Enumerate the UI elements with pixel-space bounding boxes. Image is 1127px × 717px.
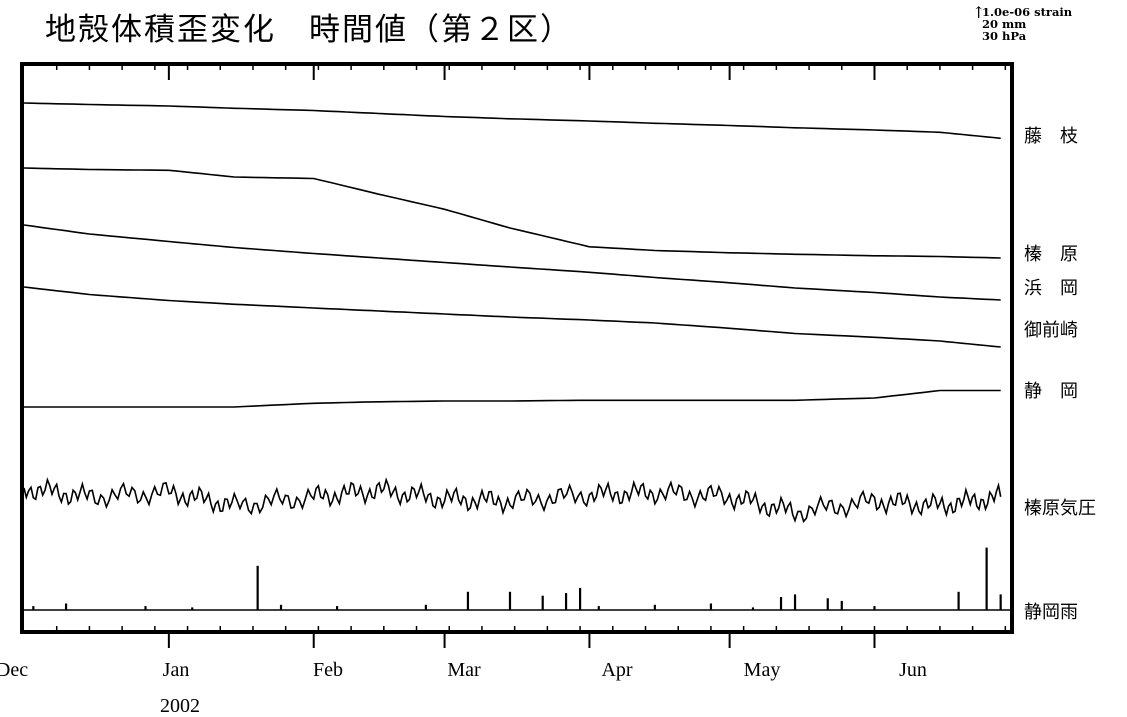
scale-strain: 1.0e-06 strain <box>982 5 1073 19</box>
x-tick-label: Jun <box>899 659 927 681</box>
plot-frame <box>20 62 1014 634</box>
series-line <box>24 389 1001 408</box>
scale-pressure: 30 hPa <box>982 29 1027 43</box>
scale-rain: 20 mm <box>982 17 1027 31</box>
series-line <box>23 477 1002 524</box>
scale-arrow-icon: ↑ <box>972 3 986 22</box>
series-label: 静岡雨 <box>1024 602 1078 623</box>
series-label: 浜 岡 <box>1024 278 1078 299</box>
series-label: 藤 枝 <box>1024 126 1078 147</box>
x-tick-label: Jan <box>163 659 190 681</box>
x-tick-label: Dec <box>0 659 28 681</box>
series-line <box>23 286 1001 348</box>
series-label: 榛 原 <box>1024 244 1078 265</box>
series-line <box>23 102 1001 140</box>
series-line <box>23 167 1001 259</box>
series-line <box>23 224 1001 301</box>
series-label: 静 岡 <box>1024 381 1078 402</box>
chart-title: 地殻体積歪変化 時間値（第２区） <box>45 12 573 48</box>
x-tick-label: May <box>744 659 781 681</box>
scale-legend: ↑ 1.0e-06 strain 20 mm 30 hPa <box>972 5 1073 43</box>
x-tick-label: Feb <box>313 659 343 681</box>
series-label: 榛原気圧 <box>1024 498 1096 519</box>
x-year-label: 2002 <box>160 695 200 717</box>
series-label: 御前崎 <box>1024 320 1078 341</box>
x-tick-label: Mar <box>447 659 481 681</box>
x-tick-label: Apr <box>601 659 632 681</box>
